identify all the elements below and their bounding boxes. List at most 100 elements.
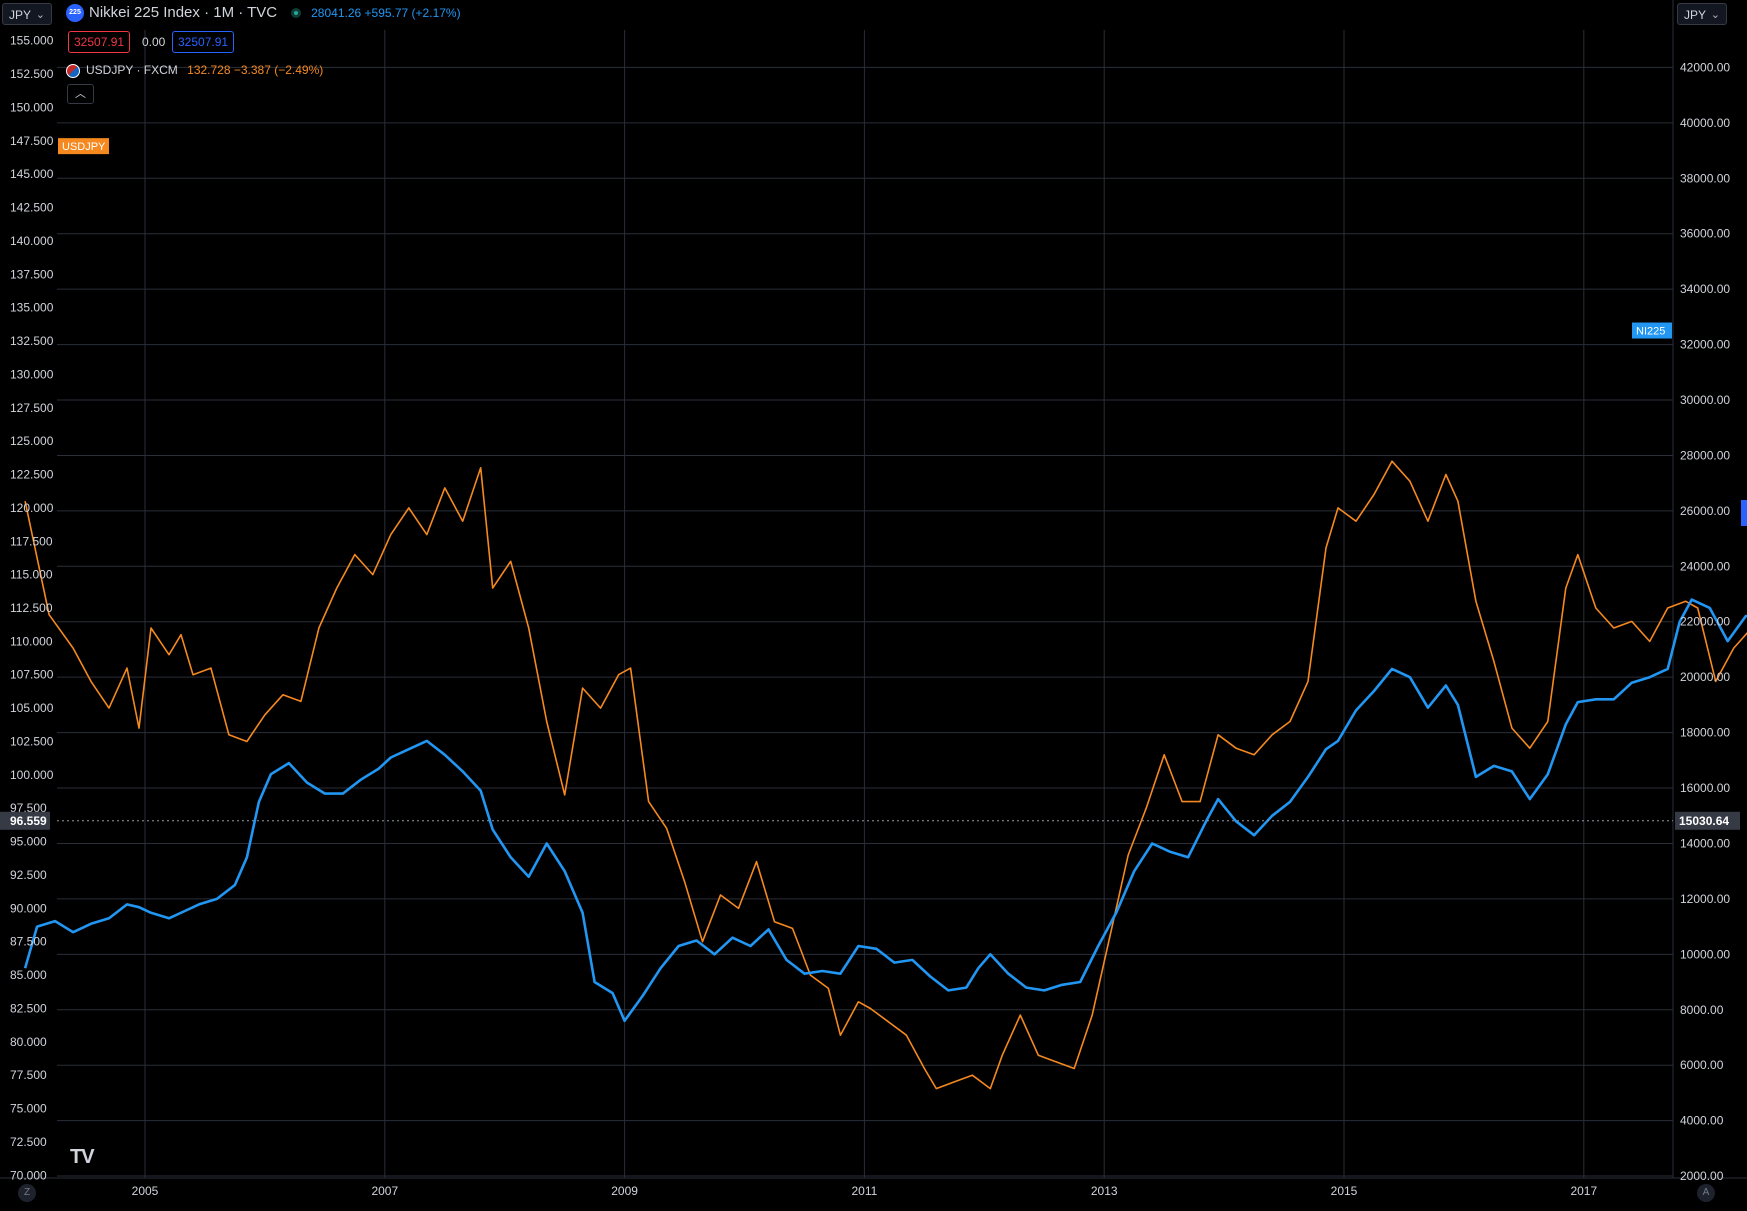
time-axis-tick-label: 2009 [611, 1184, 638, 1198]
left-axis-tick-label: 147.500 [10, 134, 54, 148]
right-axis-tick-label: 2000.00 [1680, 1169, 1724, 1183]
right-axis-tick-label: 42000.00 [1680, 60, 1730, 74]
left-axis-tick-label: 82.500 [10, 1001, 47, 1015]
right-axis-tick-label: 18000.00 [1680, 726, 1730, 740]
right-axis-tick-label: 26000.00 [1680, 504, 1730, 518]
left-axis-tick-label: 132.500 [10, 334, 54, 348]
time-axis-tick-label: 2011 [851, 1184, 877, 1198]
chevron-down-icon: ⌄ [35, 9, 45, 21]
ask-price-box[interactable]: 32507.91 [172, 31, 235, 53]
left-axis-tick-label: 90.000 [10, 901, 47, 915]
left-axis-tick-label: 107.500 [10, 668, 54, 682]
left-axis-tick-label: 75.000 [10, 1102, 47, 1116]
left-axis-tick-label: 100.000 [10, 768, 54, 782]
right-axis-tick-label: 12000.00 [1680, 892, 1730, 906]
left-crosshair-label: 96.559 [10, 814, 47, 828]
left-axis-tick-label: 137.500 [10, 267, 54, 281]
left-axis-tick-label: 85.000 [10, 968, 47, 982]
chevron-up-icon: ︿ [75, 88, 86, 100]
time-axis-tick-label: 2013 [1091, 1184, 1118, 1198]
left-axis-tick-label: 115.000 [10, 568, 53, 582]
left-axis-tick-label: 105.000 [10, 701, 54, 715]
left-axis-tick-label: 145.000 [10, 167, 54, 181]
right-axis-tick-label: 38000.00 [1680, 171, 1730, 185]
left-axis-tick-label: 135.000 [10, 301, 54, 315]
right-axis-tick-label: 10000.00 [1680, 947, 1730, 961]
right-axis-tick-label: 34000.00 [1680, 282, 1730, 296]
usdjpy-flag-icon [66, 63, 80, 78]
market-status-icon [291, 8, 302, 19]
ask-price: 32507.91 [178, 35, 229, 49]
left-axis-tick-label: 127.500 [10, 401, 54, 415]
left-axis-tick-label: 142.500 [10, 201, 54, 215]
right-crosshair-box [1675, 811, 1740, 830]
time-axis-tick-label: 2007 [371, 1184, 398, 1198]
left-axis-tick-label: 155.000 [10, 34, 54, 48]
right-currency-select[interactable]: JPY ⌄ [1677, 3, 1727, 25]
nikkei-logo-icon: 225 [66, 4, 84, 23]
overlay-legend[interactable]: USDJPY · FXCM 132.728 −3.387 (−2.49%) [66, 63, 323, 78]
symbol-legend[interactable]: 225 Nikkei 225 Index · 1M · TVC 28041.26 +… [66, 4, 461, 23]
ni225-label-box [1632, 322, 1672, 339]
right-axis-tick-label: 24000.00 [1680, 559, 1730, 573]
right-axis-tick-label: 4000.00 [1680, 1114, 1724, 1128]
usdjpy-label: USDJPY [62, 141, 106, 153]
left-axis-tick-label: 140.000 [10, 234, 54, 248]
left-axis-tick-label: 122.500 [10, 468, 54, 482]
right-axis-tick-label: 6000.00 [1680, 1058, 1724, 1072]
left-axis-tick-label: 102.500 [10, 734, 54, 748]
left-crosshair-box [0, 811, 50, 830]
left-currency-label: JPY [9, 8, 32, 22]
left-axis-tick-label: 112.500 [10, 601, 53, 615]
right-axis-tick-label: 28000.00 [1680, 448, 1730, 462]
zoom-label: Z [23, 1187, 31, 1198]
tradingview-logo: TV [70, 1146, 95, 1168]
time-axis-tick-label: 2017 [1570, 1184, 1597, 1198]
auto-scale-button[interactable]: A [1697, 1184, 1715, 1202]
usdjpy-label-box [58, 138, 109, 155]
left-axis-tick-label: 70.000 [10, 1168, 47, 1182]
chevron-down-icon: ⌄ [1710, 9, 1720, 21]
left-axis-tick-label: 87.500 [10, 935, 47, 949]
right-axis-tick-label: 8000.00 [1680, 1003, 1724, 1017]
right-axis-tick-label: 40000.00 [1680, 116, 1730, 130]
left-axis-tick-label: 72.500 [10, 1135, 47, 1149]
overlay-series-name: USDJPY · FXCM [86, 63, 178, 77]
left-axis-tick-label: 152.500 [10, 67, 54, 81]
left-axis-tick-label: 110.000 [10, 634, 53, 648]
auto-scale-label: A [1702, 1187, 1710, 1198]
quote-change: 28041.26 +595.77 (+2.17%) [311, 6, 461, 20]
time-axis-tick-label: 2005 [132, 1184, 159, 1198]
right-axis-tick-label: 16000.00 [1680, 781, 1730, 795]
right-currency-label: JPY [1684, 8, 1707, 22]
left-axis-tick-label: 97.500 [10, 801, 47, 815]
left-axis-tick-label: 117.500 [10, 534, 53, 548]
left-axis-tick-label: 95.000 [10, 835, 47, 849]
left-axis-tick-label: 92.500 [10, 868, 47, 882]
series-line-ni225 [23, 598, 1747, 1023]
bid-price: 32507.91 [74, 35, 125, 49]
right-axis-tick-label: 20000.00 [1680, 670, 1730, 684]
left-axis-tick-label: 77.500 [10, 1068, 47, 1082]
right-axis-tick-label: 22000.00 [1680, 615, 1730, 629]
left-axis-tick-label: 80.000 [10, 1035, 47, 1049]
left-axis-tick-label: 120.000 [10, 501, 54, 515]
spread-value: 0.00 [142, 35, 166, 49]
bid-price-box[interactable]: 32507.91 [68, 31, 131, 53]
ni225-label: NI225 [1636, 326, 1665, 338]
left-currency-select[interactable]: JPY ⌄ [2, 3, 52, 25]
collapse-legend-button[interactable]: ︿ [67, 84, 94, 104]
scroll-marker [1741, 500, 1747, 526]
time-axis-tick-label: 2015 [1331, 1184, 1358, 1198]
series-line-usdjpy [24, 460, 1747, 1090]
right-axis-tick-label: 14000.00 [1680, 836, 1730, 850]
overlay-quote: 132.728 −3.387 (−2.49%) [187, 63, 324, 77]
left-axis-tick-label: 125.000 [10, 434, 54, 448]
right-axis-tick-label: 36000.00 [1680, 227, 1730, 241]
chart-title: Nikkei 225 Index · 1M · TVC [89, 4, 278, 21]
right-axis-tick-label: 32000.00 [1680, 338, 1730, 352]
right-crosshair-label: 15030.64 [1679, 814, 1729, 828]
zoom-button[interactable]: Z [18, 1184, 36, 1202]
